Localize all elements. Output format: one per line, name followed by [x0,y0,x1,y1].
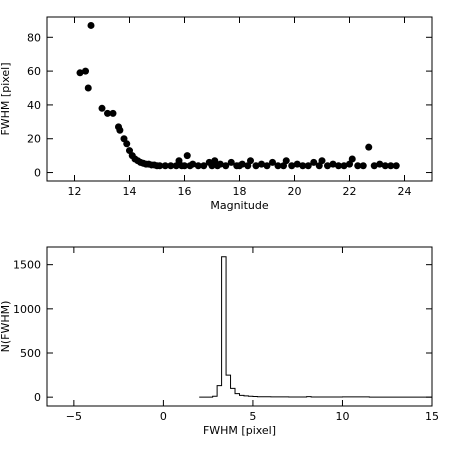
data-point [263,162,271,170]
x-tick-label: 15 [425,410,439,423]
data-point [304,162,312,170]
data-point [324,162,331,170]
y-tick-label: 80 [27,31,41,44]
x-axis-label: Magnitude [210,199,269,212]
y-tick-label: 0 [34,167,41,180]
data-point [376,160,384,168]
y-tick-label: 1500 [13,259,41,272]
plot-frame [46,16,433,182]
data-point [310,158,318,166]
data-point [282,157,290,165]
data-point [365,143,373,151]
data-point [123,140,131,148]
x-tick-label: 22 [343,185,357,198]
x-tick-label: 24 [398,185,412,198]
x-tick-label: 10 [335,410,349,423]
x-axis-label: FWHM [pixel] [203,424,276,437]
data-point [354,162,362,170]
y-tick-label: 40 [27,99,41,112]
y-axis-label: N(FWHM) [0,301,12,353]
y-axis-label: FWHM [pixel] [0,62,12,135]
plot-frame [46,246,433,407]
data-point [387,162,395,170]
data-point [109,109,117,117]
data-point [183,152,191,160]
data-point [370,162,378,170]
x-tick-label: −5 [66,410,82,423]
y-tick-label: 500 [20,347,41,360]
data-point [82,67,89,75]
data-point [76,69,84,77]
x-tick-label: 5 [249,410,256,423]
data-point [181,162,188,170]
data-point [238,160,246,168]
data-point [84,84,92,92]
data-point [318,157,326,165]
x-tick-label: 16 [178,185,192,198]
y-tick-label: 1000 [13,303,41,316]
data-point [222,162,230,170]
x-tick-label: 0 [160,410,167,423]
histogram-panel: −5 0 5 10 15 0 500 1000 1500 FWHM [pixel] N(FWHM) [0,246,439,437]
data-point [274,162,282,170]
data-point [194,162,202,170]
x-tick-label: 12 [68,185,82,198]
data-point [87,21,95,29]
data-point [340,162,348,170]
data-point [161,162,169,170]
data-point [116,126,124,134]
data-point [156,162,164,170]
scatter-panel: 12 14 16 18 20 22 24 0 20 40 60 80 Magnitude FWHM [pi… [0,16,433,212]
data-point [98,104,106,112]
data-point [104,109,111,117]
data-point [335,162,342,170]
data-point [269,158,276,166]
data-point [167,162,175,170]
x-tick-label: 20 [288,185,302,198]
x-tick-label: 14 [123,185,137,198]
data-point [288,162,296,170]
data-point [247,157,254,165]
data-point [216,160,224,168]
data-point [348,155,356,163]
data-point [227,158,235,166]
y-tick-label: 0 [34,391,41,404]
y-tick-label: 60 [27,65,41,78]
data-point [252,162,260,170]
data-point [299,162,307,170]
data-point [359,162,367,170]
data-point [381,162,389,170]
data-point [189,160,197,168]
y-tick-label: 20 [27,133,41,146]
data-point [258,160,265,168]
data-point [329,160,337,168]
data-point [200,162,208,170]
x-tick-label: 18 [233,185,247,198]
data-point [293,160,301,168]
histogram-line [199,256,432,398]
data-point [392,162,400,170]
